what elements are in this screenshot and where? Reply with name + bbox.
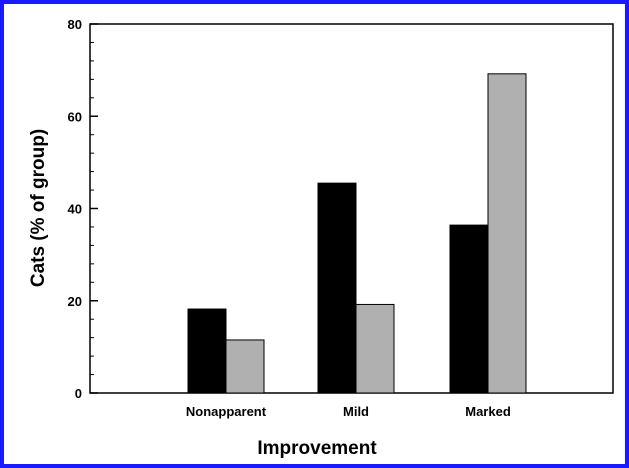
- bars: [187, 73, 527, 394]
- bar-mild-series-2: [355, 303, 395, 394]
- bar-nonapparent-series-1: [187, 308, 227, 394]
- x-tick-label: Nonapparent: [186, 404, 267, 419]
- bar-nonapparent-series-2: [225, 339, 265, 394]
- bar-marked-series-1: [449, 224, 489, 394]
- x-tick-label: Marked: [465, 404, 511, 419]
- y-axis: 0 20 40 60 80: [68, 17, 98, 401]
- x-axis-title: Improvement: [257, 438, 377, 459]
- bar-marked-series-2: [487, 73, 527, 394]
- y-tick-label: 20: [68, 294, 82, 309]
- y-axis-minor-ticks: [90, 41, 94, 376]
- bar-chart: 0 20 40 60 80 Nonapparent Mild Marked Improvem…: [28, 17, 614, 459]
- y-axis-title: Cats (% of group): [28, 129, 49, 287]
- bar-mild-series-1: [317, 182, 357, 394]
- y-tick-label: 60: [68, 109, 82, 124]
- y-tick-label: 80: [68, 17, 82, 32]
- y-tick-label: 40: [68, 202, 82, 217]
- y-tick-label: 0: [75, 386, 82, 401]
- x-tick-label: Mild: [343, 404, 369, 419]
- x-axis: Nonapparent Mild Marked: [186, 404, 511, 419]
